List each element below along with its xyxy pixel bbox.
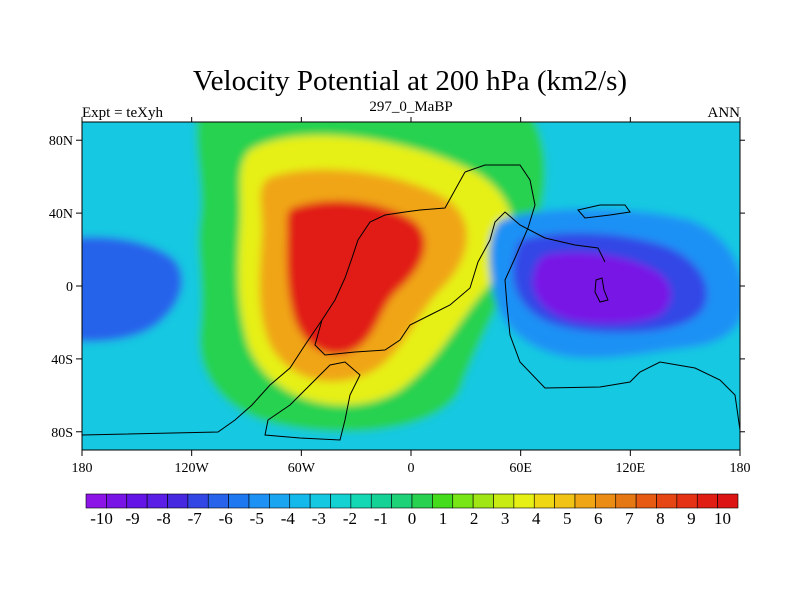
subtitle-center: 297_0_MaBP [369,99,452,115]
colorbar-box [309,493,331,509]
x-tick-label: 180 [730,461,751,476]
colorbar-box [269,493,291,509]
colorbar-box [391,493,413,509]
coastline-southern-coast [314,211,606,356]
coastline-northeast [577,204,631,219]
colorbar-label: 4 [532,509,541,528]
coastline-island-south [264,361,361,441]
subtitle-right: ANN [708,105,741,121]
colorbar-box [106,493,128,509]
colorbar-label: -6 [219,509,233,528]
colorbar-label: 7 [625,509,634,528]
colorbar-box [85,493,107,509]
colorbar-box [146,493,168,509]
colorbar-label: 2 [470,509,479,528]
colorbar-label: 10 [714,509,731,528]
colorbar-box [330,493,352,509]
x-tick-label: 60E [509,461,532,476]
colorbar-box [167,493,189,509]
colorbar-box [452,493,474,509]
x-tick-label: 180 [72,461,93,476]
colorbar-label: -3 [312,509,326,528]
colorbar-label: 3 [501,509,510,528]
y-axis: 80N 40N 0 40S 80S [49,134,745,441]
colorbar-label: -9 [125,509,139,528]
colorbar-label: 0 [408,509,417,528]
colorbar-label: 8 [656,509,665,528]
coastline-africa-eurasia [464,164,740,431]
colorbar-box [615,493,637,509]
coastlines [82,164,740,441]
y-tick-label: 40S [51,353,73,368]
colorbar-label: -8 [157,509,171,528]
plot-title: Velocity Potential at 200 hPa (km2/s) [193,65,627,97]
colorbar-label: -5 [250,509,264,528]
colorbar-box [350,493,372,509]
colorbar-box [370,493,392,509]
colorbar-box [554,493,576,509]
colorbar-box [676,493,698,509]
colorbar-box [472,493,494,509]
colorbar-box [248,493,270,509]
colorbar-box [656,493,678,509]
x-tick-label: 0 [408,461,415,476]
y-tick-label: 80S [51,426,73,441]
field-red-maximum [286,200,425,355]
colorbar-box [228,493,250,509]
y-tick-label: 80N [49,134,73,149]
colorbar-box [533,493,555,509]
colorbar-label: -1 [374,509,388,528]
colorbar-box [717,493,739,509]
colorbar-label: -7 [188,509,203,528]
colorbar-label: -10 [90,509,113,528]
colorbar-box [493,493,515,509]
colorbar-box [289,493,311,509]
colorbar-label: -2 [343,509,357,528]
colorbar-label: -4 [281,509,296,528]
colorbar-box [513,493,535,509]
x-tick-label: 120W [175,461,210,476]
colorbar-box [187,493,209,509]
velocity-potential-field [82,122,740,450]
colorbar-box [635,493,657,509]
colorbar-label: 1 [439,509,448,528]
y-tick-label: 40N [49,207,73,222]
colorbar-box [595,493,617,509]
x-tick-label: 60W [288,461,316,476]
colorbar-box [574,493,596,509]
colorbar-box [696,493,718,509]
coastline-island-east [594,277,609,303]
coastline-western-continent [82,171,466,436]
map-panel [82,122,740,450]
colorbar-label: 5 [563,509,572,528]
field-blue-lobe-west [82,236,183,342]
x-axis: 180 120W 60W 0 60E 120E 180 [72,117,751,476]
x-tick-label: 120E [616,461,646,476]
colorbar-box [126,493,148,509]
colorbar-label: 6 [594,509,603,528]
colorbar-box [411,493,433,509]
colorbar-box [207,493,229,509]
colorbar-label: 9 [687,509,696,528]
field-violet-minimum [532,252,672,324]
colorbar-box [432,493,454,509]
colorbar: -10 -9 -8 -7 -6 -5 -4 -3 -2 -1 0 1 2 3 4 5 6 7 8 9 10 [85,493,739,528]
subtitle-left: Expt = teXyh [82,105,163,121]
y-tick-label: 0 [66,280,73,295]
